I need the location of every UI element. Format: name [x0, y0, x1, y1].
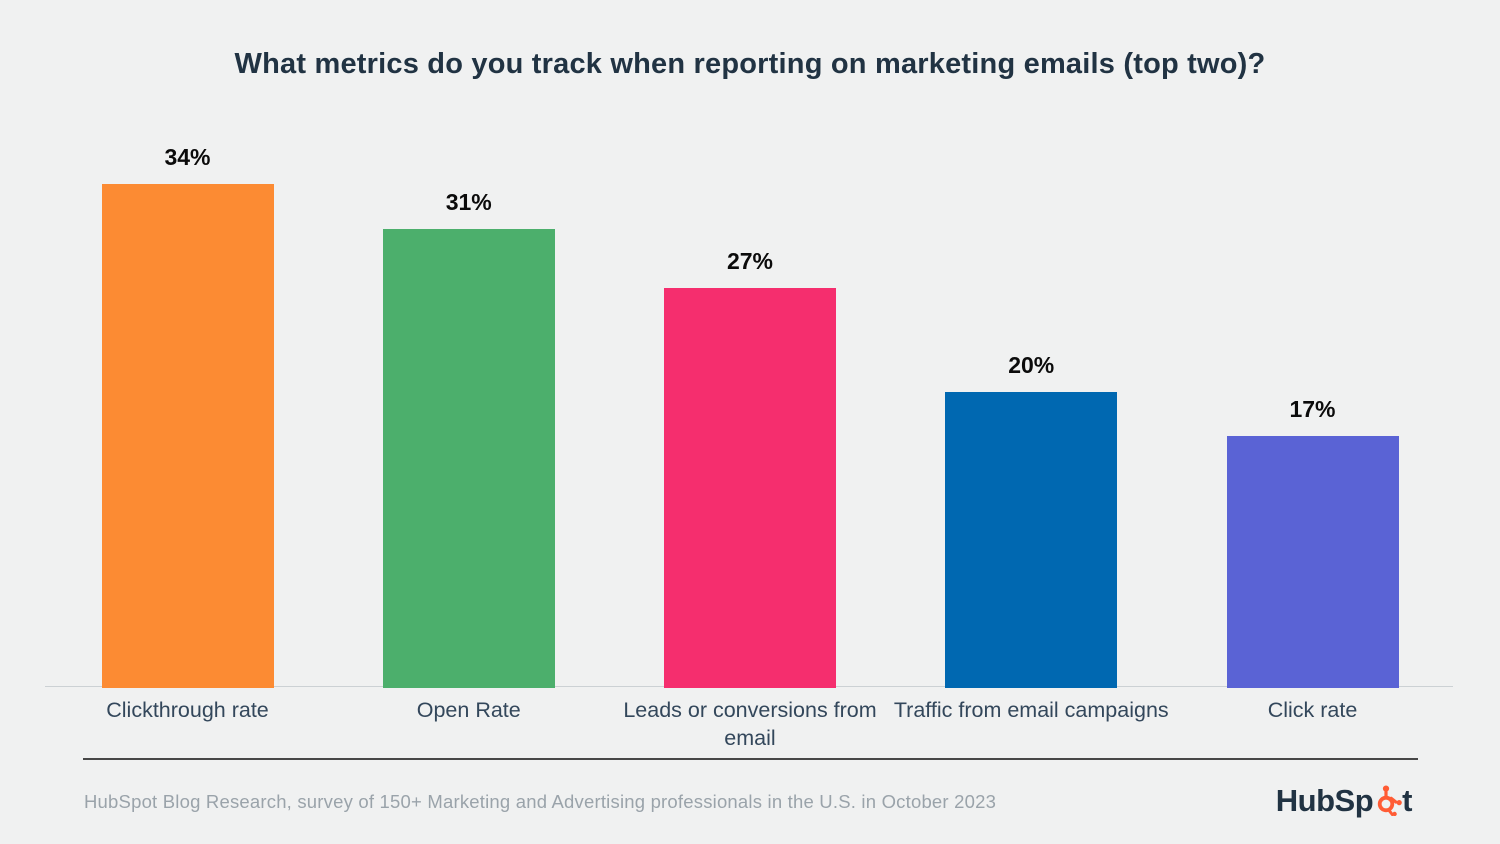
bar-3: 27%	[664, 248, 836, 688]
category-label: Click rate	[1267, 698, 1358, 722]
bar-1: 34%	[101, 144, 274, 688]
bar-rect	[382, 229, 555, 688]
bar-rect	[1226, 436, 1399, 688]
bar-2: 31%	[382, 189, 555, 688]
category-label: Clickthrough rate	[106, 698, 269, 722]
bar-rect	[101, 184, 274, 688]
hubspot-logo-prefix: HubSp	[1275, 783, 1374, 818]
chart-title: What metrics do you track when reporting…	[234, 48, 1266, 80]
hubspot-logo: HubSp t	[1275, 783, 1413, 819]
bar-value-label: 31%	[445, 189, 492, 215]
hubspot-logo-suffix: t	[1402, 783, 1412, 818]
bar-rect	[664, 288, 836, 688]
bar-value-label: 17%	[1289, 396, 1336, 422]
bar-value-label: 34%	[164, 144, 211, 170]
bar-value-label: 20%	[1008, 352, 1055, 378]
category-label: Leads or conversions from email	[623, 698, 877, 750]
bar-4: 20%	[945, 352, 1118, 688]
hubspot-sprocket-icon	[1377, 785, 1402, 816]
bar-value-label: 27%	[726, 248, 774, 274]
bar-5: 17%	[1226, 396, 1399, 688]
category-label: Open Rate	[416, 698, 521, 722]
footer-divider	[83, 758, 1418, 760]
source-text: HubSpot Blog Research, survey of 150+ Ma…	[84, 791, 997, 812]
bar-rect	[945, 392, 1118, 688]
category-label: Traffic from email campaigns	[893, 698, 1169, 722]
